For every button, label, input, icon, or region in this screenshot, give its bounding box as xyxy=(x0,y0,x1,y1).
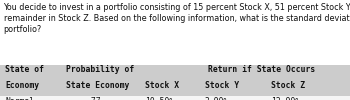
FancyBboxPatch shape xyxy=(0,64,350,96)
Text: State Economy: State Economy xyxy=(66,80,130,90)
Text: .77: .77 xyxy=(86,96,100,100)
Text: Stock Y: Stock Y xyxy=(205,80,239,90)
Text: portfolio?: portfolio? xyxy=(4,26,42,34)
Text: Stock X: Stock X xyxy=(145,80,179,90)
Text: Return if State Occurs: Return if State Occurs xyxy=(208,66,315,74)
Text: Normal: Normal xyxy=(5,96,35,100)
Text: remainder in Stock Z. Based on the following information, what is the standard d: remainder in Stock Z. Based on the follo… xyxy=(4,14,350,23)
Text: Stock Z: Stock Z xyxy=(271,80,305,90)
FancyBboxPatch shape xyxy=(0,96,350,100)
Text: 10.50%: 10.50% xyxy=(145,96,175,100)
Text: You decide to invest in a portfolio consisting of 15 percent Stock X, 51 percent: You decide to invest in a portfolio cons… xyxy=(4,2,350,12)
Text: 3.90%: 3.90% xyxy=(205,96,229,100)
Text: Economy: Economy xyxy=(5,80,39,90)
Text: 12.90%: 12.90% xyxy=(271,96,301,100)
Text: State of: State of xyxy=(5,66,44,74)
Text: Probability of: Probability of xyxy=(66,66,135,74)
